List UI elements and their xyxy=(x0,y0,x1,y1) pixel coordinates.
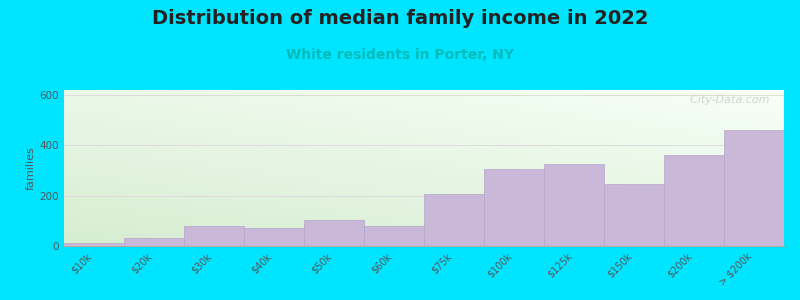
Bar xyxy=(304,220,364,246)
Y-axis label: families: families xyxy=(26,146,35,190)
Bar xyxy=(244,228,304,246)
Bar xyxy=(484,169,544,246)
Text: Distribution of median family income in 2022: Distribution of median family income in … xyxy=(152,9,648,28)
Bar xyxy=(64,244,124,246)
Bar xyxy=(544,164,604,246)
Bar xyxy=(364,226,424,246)
Bar xyxy=(664,155,724,246)
Bar xyxy=(424,194,484,246)
Bar xyxy=(724,130,784,246)
Text: City-Data.com: City-Data.com xyxy=(683,95,770,105)
Text: White residents in Porter, NY: White residents in Porter, NY xyxy=(286,48,514,62)
Bar xyxy=(184,226,244,246)
Bar xyxy=(604,184,664,246)
Bar xyxy=(124,238,184,246)
